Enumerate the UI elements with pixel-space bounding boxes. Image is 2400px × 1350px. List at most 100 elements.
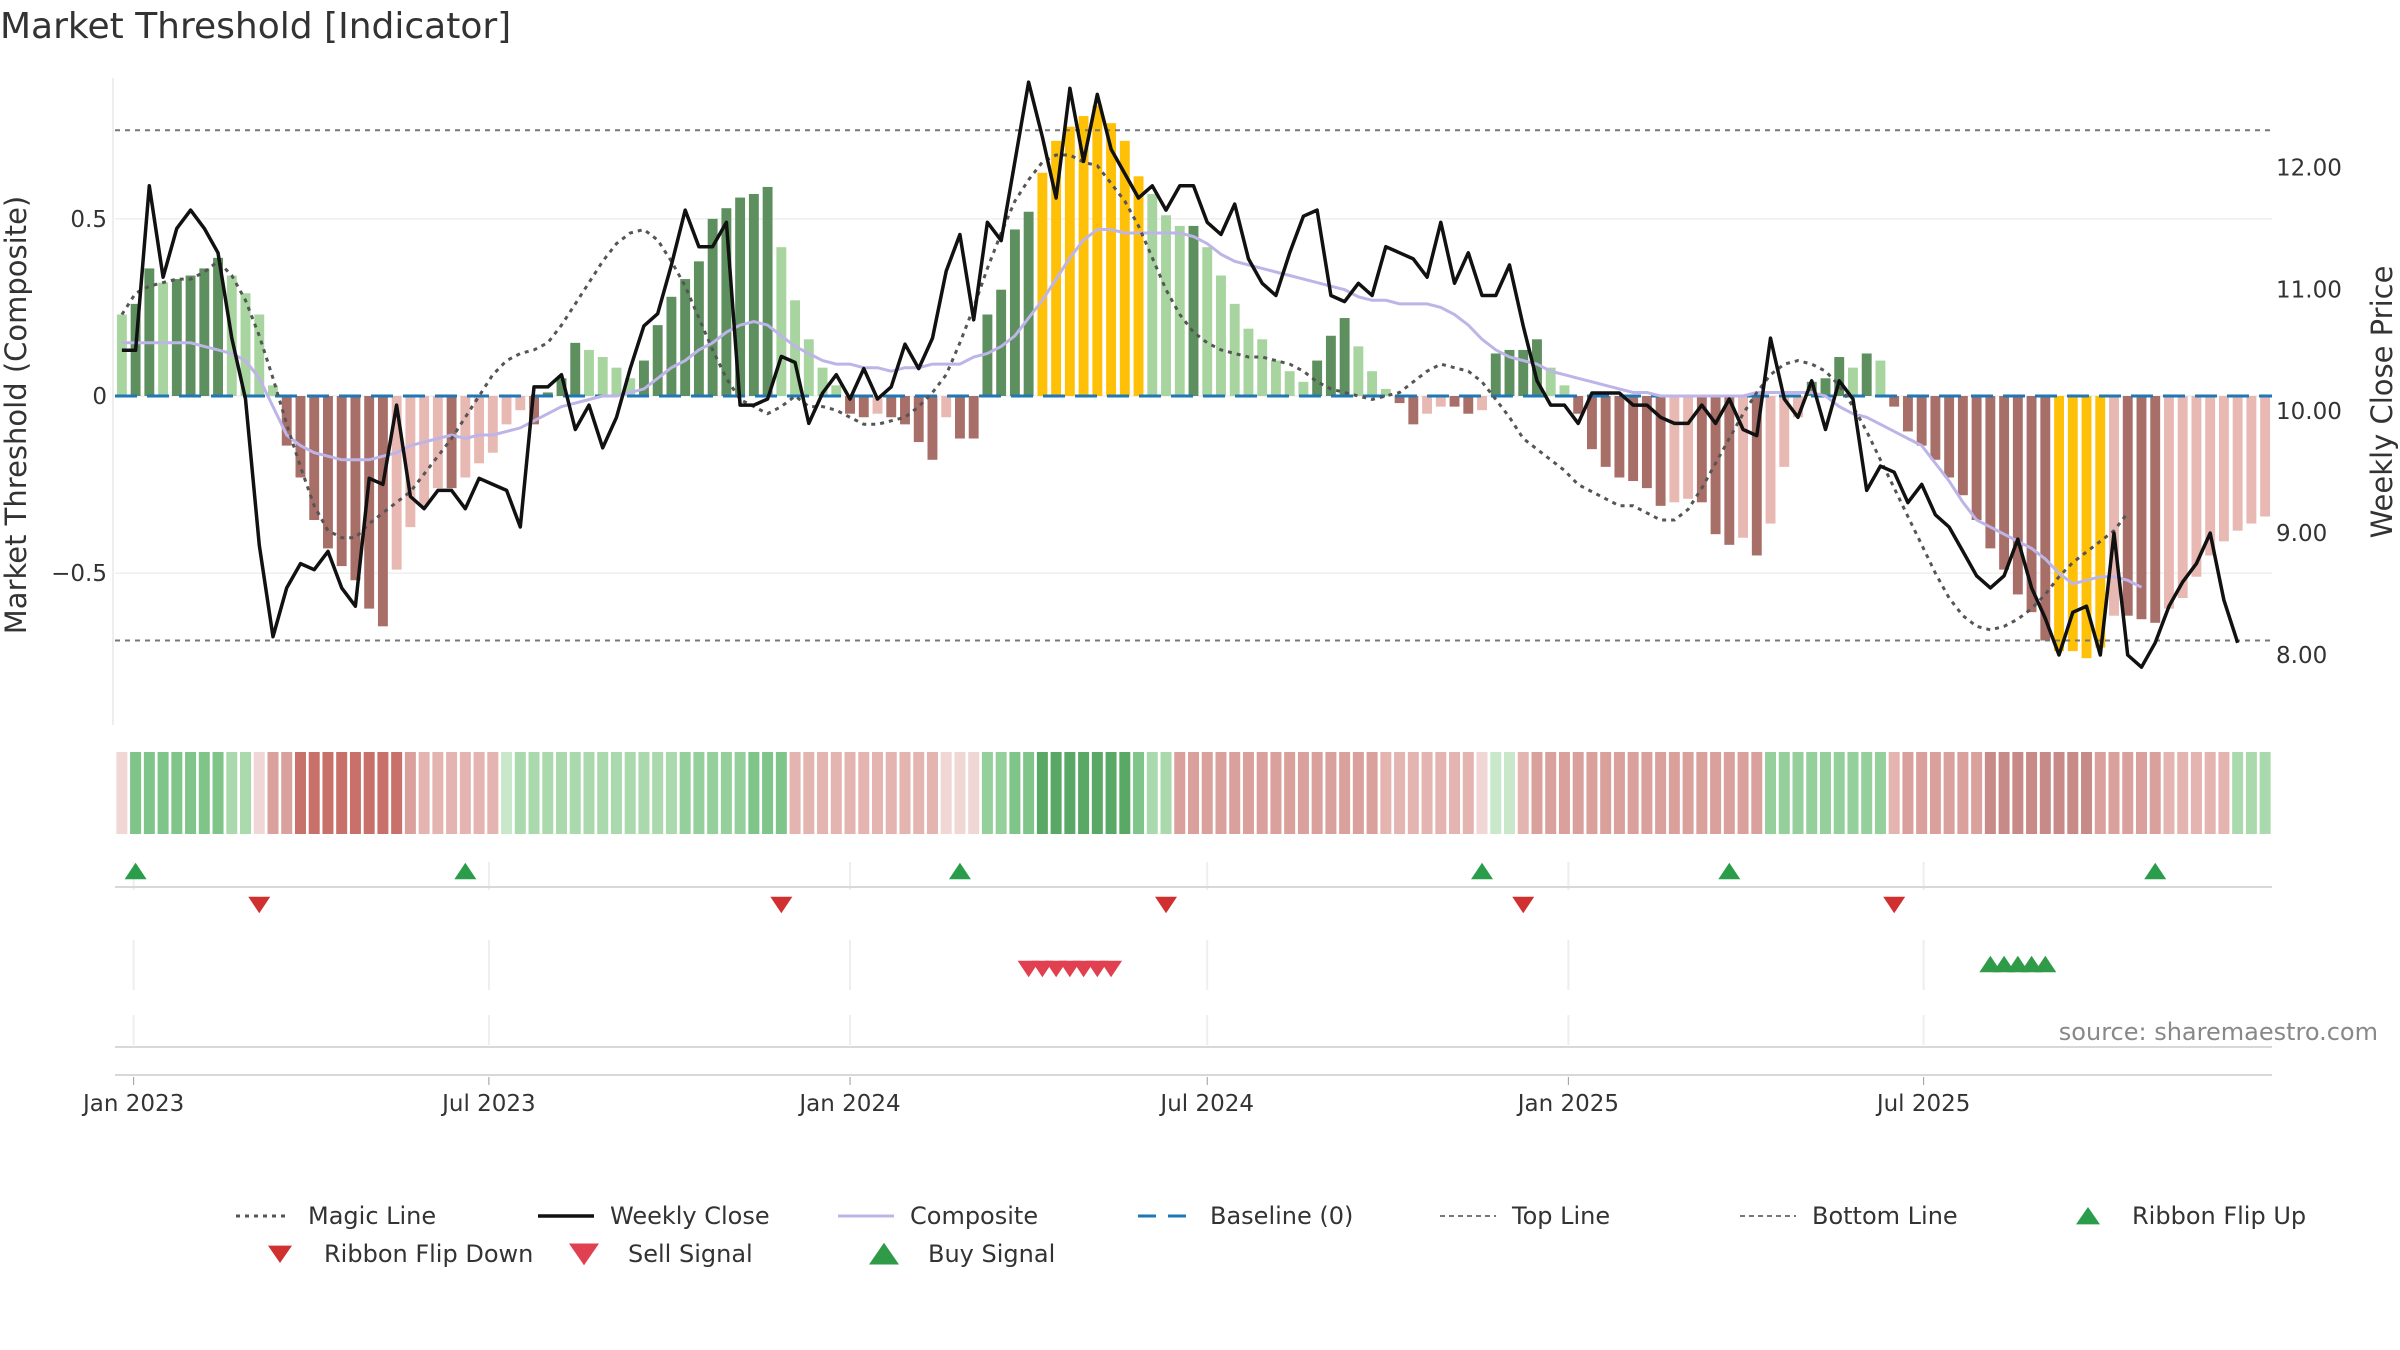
composite-bar: [1559, 385, 1570, 396]
composite-bar: [1325, 335, 1336, 396]
ribbon-flip-up-marker: [2144, 862, 2167, 880]
composite-bar: [1133, 176, 1144, 396]
composite-bar: [515, 396, 526, 411]
ribbon-cell: [1819, 752, 1831, 834]
composite-bar: [817, 367, 828, 396]
composite-bar: [1051, 140, 1062, 396]
ribbon-flip-up-marker: [1471, 862, 1494, 880]
ribbon-cell: [1847, 752, 1859, 834]
composite-bar: [1106, 123, 1117, 397]
composite-bar: [1490, 353, 1501, 396]
ribbon-cell: [1545, 752, 1557, 834]
composite-bar: [2164, 396, 2174, 609]
ribbon-cell: [1394, 752, 1406, 834]
ribbon-cell: [872, 752, 884, 834]
composite-bar: [1738, 396, 1749, 538]
composite-bar: [1916, 396, 1927, 446]
ribbon-cell: [624, 752, 636, 834]
composite-bar: [748, 194, 759, 396]
composite-bar: [529, 396, 539, 425]
y2-tick-label: 9.00: [2276, 521, 2327, 547]
composite-bar: [1930, 396, 1941, 460]
composite-bar: [954, 396, 965, 439]
ribbon-cell: [240, 752, 252, 834]
composite-bar: [1408, 396, 1419, 425]
y2-axis-label: Weekly Close Price: [2365, 266, 2399, 539]
ribbon-cell: [1572, 752, 1584, 834]
composite-bar: [323, 396, 333, 549]
ribbon-cell: [803, 752, 815, 834]
ribbon-cell: [432, 752, 444, 834]
composite-bar: [735, 197, 746, 396]
ribbon-cell: [404, 752, 416, 834]
composite-bar: [900, 396, 910, 425]
x-tick-label: Jul 2023: [440, 1091, 536, 1117]
series-lines: [115, 80, 2272, 669]
ribbon-cell: [1050, 752, 1062, 834]
ribbon-cell: [1188, 752, 1199, 834]
ribbon-cell: [171, 752, 183, 834]
y2-tick-label: 10.00: [2276, 399, 2342, 425]
ribbon-cell: [1531, 752, 1543, 834]
ribbon-cell: [143, 752, 155, 834]
composite-bar: [2260, 396, 2271, 517]
composite-bar: [1367, 371, 1378, 396]
composite-bar: [1696, 396, 1707, 503]
composite-bar: [487, 396, 498, 453]
composite-bar: [2040, 396, 2051, 641]
composite-bar: [1848, 367, 1858, 396]
composite-bar: [1092, 105, 1103, 396]
composite-bar: [1477, 396, 1487, 411]
ribbon-cell: [1023, 752, 1035, 834]
ribbon-cell: [1407, 752, 1419, 834]
composite-bar: [1751, 396, 1762, 556]
composite-bar: [171, 279, 182, 396]
composite-bar: [831, 385, 842, 396]
ribbon-cell: [1833, 752, 1845, 834]
y-axis-label: Market Threshold (Composite): [0, 196, 33, 634]
composite-bar: [2081, 396, 2092, 659]
ribbon-cell: [2108, 752, 2120, 834]
composite-bar: [2205, 396, 2216, 556]
ribbon-flip-up-marker: [124, 862, 147, 880]
composite-bar: [419, 396, 430, 506]
composite-bar: [1202, 247, 1213, 396]
ribbon-cell: [487, 752, 499, 834]
chart-title: Market Threshold [Indicator]: [0, 6, 511, 47]
ribbon-flip-down-marker: [770, 896, 793, 914]
ribbon-cell: [1943, 752, 1955, 834]
composite-bar: [611, 367, 622, 396]
composite-bar: [460, 396, 471, 478]
composite-bar: [446, 396, 457, 489]
composite-bar: [1586, 396, 1597, 450]
legend-swatch: [569, 1243, 599, 1266]
ribbon-cell: [363, 752, 375, 834]
ribbon-cell: [1751, 752, 1763, 834]
ribbon-cell: [1174, 752, 1186, 834]
ribbon-cell: [2081, 752, 2093, 834]
ribbon-cell: [1091, 752, 1103, 834]
ribbon-cell: [1490, 752, 1502, 834]
legend-item-close: Weekly Close: [538, 1202, 770, 1230]
composite-bar: [1147, 194, 1158, 396]
composite-bar: [1545, 367, 1556, 396]
composite-bar: [693, 261, 704, 396]
ribbon-cell: [954, 752, 966, 834]
ribbon-cell: [1517, 752, 1529, 834]
ribbon-cell: [308, 752, 320, 834]
weekly-close-line: [121, 80, 2240, 669]
composite-bar: [1724, 396, 1735, 545]
composite-bar: [1257, 339, 1268, 396]
composite-bar: [1957, 396, 1968, 496]
ribbon-cell: [2218, 752, 2230, 834]
composite-bar: [2191, 396, 2202, 577]
ribbon-cell: [1476, 752, 1488, 834]
magic-line: [120, 153, 2129, 632]
ribbon-cell: [597, 752, 609, 834]
composite-bar: [2218, 396, 2229, 542]
ribbon-cell: [610, 752, 622, 834]
ribbon-cell: [1133, 752, 1145, 834]
ribbon-cell: [1284, 752, 1296, 834]
ribbon-cell: [1641, 752, 1653, 834]
ribbon-cell: [1902, 752, 1914, 834]
